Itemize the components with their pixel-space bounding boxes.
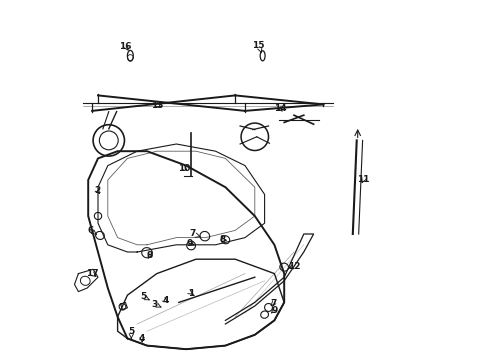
Text: 4: 4	[139, 334, 146, 343]
Text: 7: 7	[189, 230, 201, 238]
Text: 3: 3	[152, 300, 161, 309]
Text: 4: 4	[162, 296, 169, 305]
Text: 10: 10	[178, 164, 191, 173]
Text: 11: 11	[357, 175, 370, 184]
Text: 8: 8	[220, 235, 226, 244]
Text: 6: 6	[88, 226, 97, 235]
Text: 13: 13	[151, 100, 164, 109]
Text: 7: 7	[270, 299, 277, 307]
Text: 12: 12	[288, 262, 300, 271]
Text: 5: 5	[140, 292, 149, 301]
Text: 14: 14	[274, 104, 287, 113]
Text: 15: 15	[252, 41, 265, 53]
Text: 17: 17	[86, 269, 98, 278]
Text: 9: 9	[271, 306, 278, 315]
Text: 8: 8	[147, 251, 153, 260]
Text: 1: 1	[188, 288, 194, 297]
Text: 2: 2	[94, 186, 100, 194]
Text: 5: 5	[128, 327, 134, 338]
Text: 9: 9	[187, 239, 194, 248]
Text: 16: 16	[119, 41, 132, 50]
